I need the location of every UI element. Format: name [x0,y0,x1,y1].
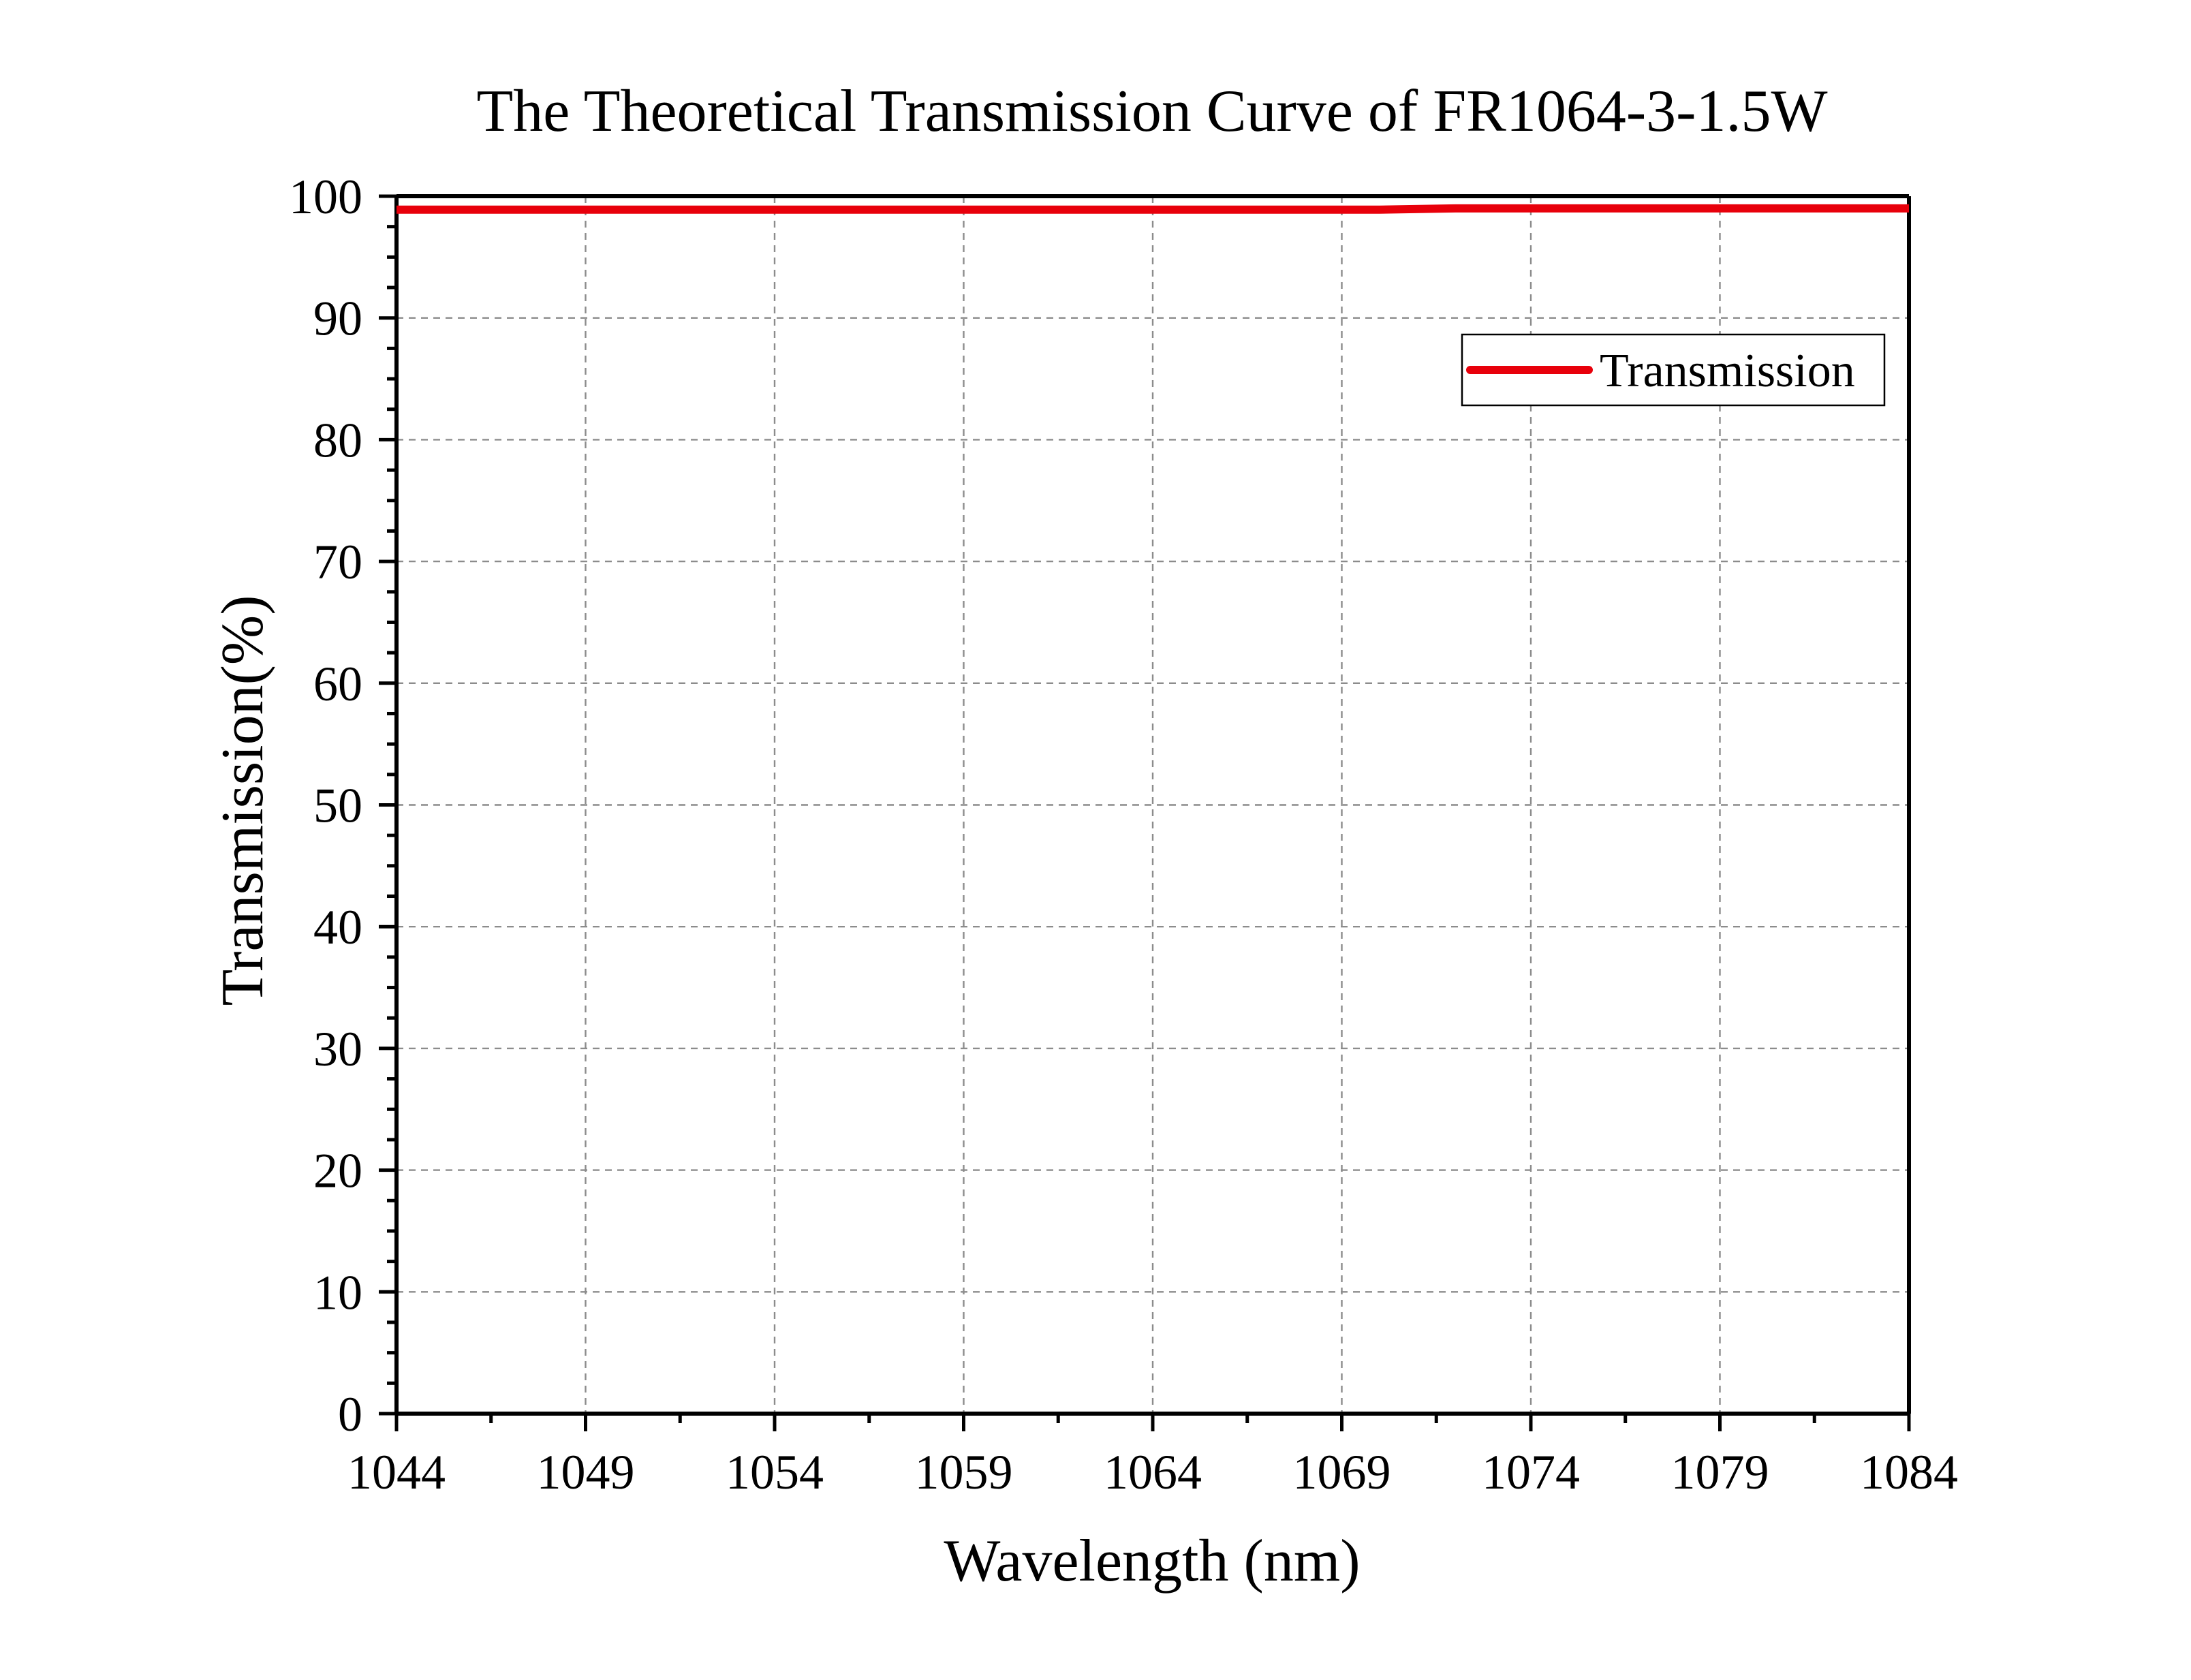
y-tick-label: 30 [313,1022,362,1076]
y-tick-label: 90 [313,292,362,346]
label-layer: The Theoretical Transmission Curve of FR… [210,78,1828,1594]
x-tick-label: 1044 [347,1445,446,1499]
x-tick-label: 1074 [1482,1445,1580,1499]
x-tick-label: 1079 [1671,1445,1769,1499]
legend-label-transmission: Transmission [1600,345,1855,397]
y-tick-label: 70 [313,535,362,589]
y-tick-label: 60 [313,657,362,711]
x-tick-label: 1064 [1104,1445,1202,1499]
y-tick-label: 50 [313,779,362,833]
y-tick-label: 100 [289,170,362,224]
x-tick-label: 1069 [1293,1445,1391,1499]
y-axis-title: Transmission(%) [210,595,276,1006]
y-tick-label: 80 [313,413,362,467]
y-tick-label: 10 [313,1265,362,1320]
x-tick-label: 1049 [537,1445,635,1499]
series-layer [397,204,1909,214]
axis-layer: 1044 1049 1054 1059 1064 1069 1074 1079 1084 0 10 2… [289,170,1958,1499]
x-axis-title: Wavelength (nm) [944,1528,1360,1594]
x-tick-label: 1054 [726,1445,824,1499]
series-line-transmission [397,204,1909,214]
legend: Transmission [1461,333,1886,407]
x-tick-label: 1084 [1860,1445,1958,1499]
x-tick-label: 1059 [915,1445,1013,1499]
y-tick-label: 0 [338,1387,362,1442]
chart-title: The Theoretical Transmission Curve of FR… [476,78,1827,144]
y-tick-label: 20 [313,1144,362,1198]
y-tick-label: 40 [313,900,362,954]
